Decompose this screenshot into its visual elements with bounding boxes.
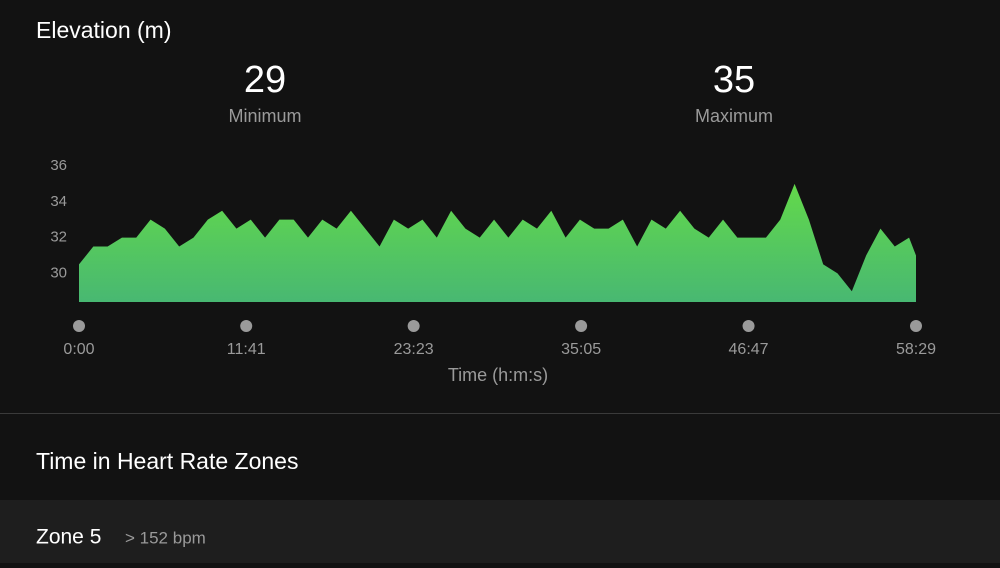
y-tick-label: 30 bbox=[50, 264, 67, 281]
elevation-area bbox=[79, 183, 916, 302]
plot: 30 32 34 36 0:00 11:41 23:23 35:05 46:47 58:29 bbox=[50, 157, 936, 358]
stat-value: 35 bbox=[713, 59, 755, 101]
y-tick-label: 34 bbox=[50, 193, 67, 210]
card-title: Elevation (m) bbox=[36, 17, 171, 43]
x-tick-label: 35:05 bbox=[561, 341, 601, 358]
x-tick-dot bbox=[910, 320, 922, 332]
stat-label: Maximum bbox=[695, 106, 773, 126]
zone-range: > 152 bpm bbox=[125, 528, 206, 547]
x-axis-label: Time (h:m:s) bbox=[448, 365, 548, 385]
x-tick-label: 58:29 bbox=[896, 341, 936, 358]
x-tick-label: 11:41 bbox=[227, 341, 266, 358]
stat-label: Minimum bbox=[228, 106, 301, 126]
x-tick-dot bbox=[742, 320, 755, 332]
x-tick-dot bbox=[407, 320, 420, 332]
zone-name: Zone 5 bbox=[36, 526, 101, 549]
y-tick-label: 36 bbox=[50, 157, 67, 174]
x-tick-label: 46:47 bbox=[729, 341, 769, 358]
x-tick-dot bbox=[240, 320, 253, 332]
x-tick-label: 0:00 bbox=[63, 341, 94, 358]
x-tick-dot bbox=[575, 320, 588, 332]
zone-row[interactable] bbox=[0, 500, 1000, 563]
stat-value: 29 bbox=[244, 59, 286, 101]
x-tick-label: 23:23 bbox=[394, 341, 434, 358]
x-tick-dot bbox=[73, 320, 85, 332]
y-tick-label: 32 bbox=[50, 229, 67, 246]
section-title: Time in Heart Rate Zones bbox=[36, 448, 298, 474]
